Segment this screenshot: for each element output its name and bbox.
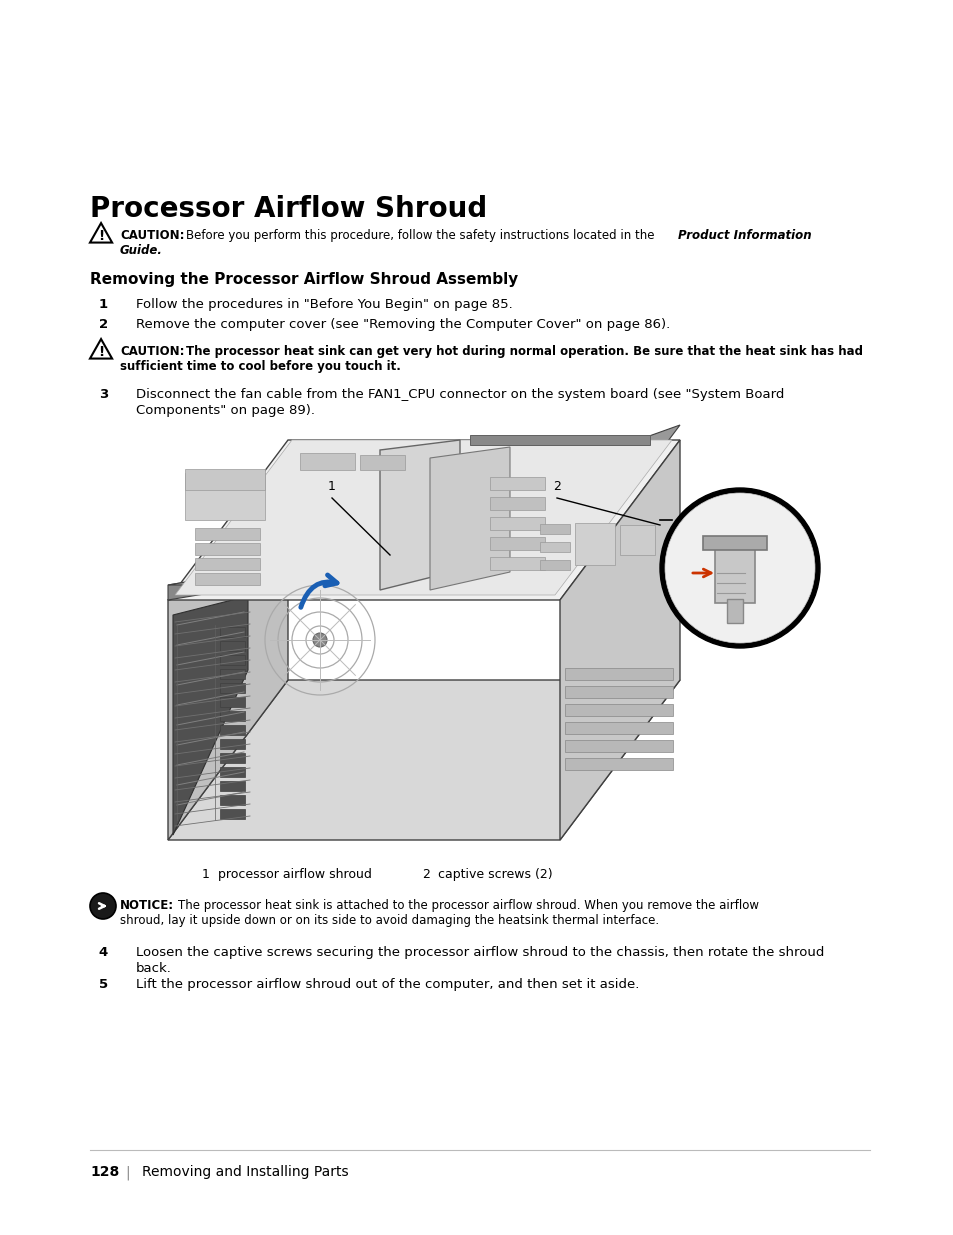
- Text: !: !: [98, 345, 104, 358]
- Polygon shape: [168, 440, 679, 600]
- Bar: [220, 725, 245, 735]
- Bar: [220, 739, 245, 748]
- Text: 128: 128: [90, 1165, 119, 1179]
- Bar: [194, 529, 260, 540]
- Text: Components" on page 89).: Components" on page 89).: [136, 404, 314, 417]
- Bar: [539, 524, 569, 534]
- Text: CAUTION:: CAUTION:: [120, 228, 184, 242]
- Bar: [220, 627, 245, 637]
- Text: Disconnect the fan cable from the FAN1_CPU connector on the system board (see "S: Disconnect the fan cable from the FAN1_C…: [136, 388, 783, 401]
- Text: processor airflow shroud: processor airflow shroud: [218, 868, 372, 881]
- Polygon shape: [470, 435, 649, 445]
- Bar: [185, 469, 265, 490]
- Bar: [220, 767, 245, 777]
- Text: Guide.: Guide.: [120, 245, 163, 257]
- Text: NOTICE:: NOTICE:: [120, 899, 174, 911]
- Text: shroud, lay it upside down or on its side to avoid damaging the heatsink thermal: shroud, lay it upside down or on its sid…: [120, 914, 659, 927]
- Bar: [490, 517, 544, 530]
- Bar: [359, 454, 405, 471]
- Bar: [619, 525, 655, 555]
- Bar: [490, 498, 544, 510]
- Bar: [539, 559, 569, 571]
- Polygon shape: [559, 440, 679, 840]
- Text: Removing and Installing Parts: Removing and Installing Parts: [142, 1165, 348, 1179]
- Bar: [575, 522, 615, 564]
- Bar: [220, 655, 245, 664]
- Text: Processor Airflow Shroud: Processor Airflow Shroud: [90, 195, 487, 224]
- Text: Before you perform this procedure, follow the safety instructions located in the: Before you perform this procedure, follo…: [186, 228, 658, 242]
- Bar: [220, 669, 245, 679]
- Bar: [185, 473, 265, 520]
- Circle shape: [90, 893, 116, 919]
- Bar: [220, 781, 245, 790]
- Text: sufficient time to cool before you touch it.: sufficient time to cool before you touch…: [120, 359, 400, 373]
- Bar: [490, 557, 544, 571]
- Bar: [490, 477, 544, 490]
- Bar: [564, 722, 672, 734]
- Bar: [299, 453, 355, 471]
- Text: 2: 2: [553, 480, 560, 493]
- Polygon shape: [172, 597, 248, 835]
- Polygon shape: [430, 447, 510, 590]
- Text: 1: 1: [328, 480, 335, 493]
- Circle shape: [313, 634, 327, 647]
- Text: The processor heat sink can get very hot during normal operation. Be sure that t: The processor heat sink can get very hot…: [186, 345, 862, 358]
- Text: Follow the procedures in "Before You Begin" on page 85.: Follow the procedures in "Before You Beg…: [136, 298, 512, 311]
- Text: 3: 3: [99, 388, 108, 401]
- Bar: [194, 558, 260, 571]
- Text: !: !: [98, 228, 104, 242]
- Polygon shape: [379, 440, 459, 590]
- Bar: [564, 685, 672, 698]
- Bar: [490, 537, 544, 550]
- Bar: [194, 543, 260, 555]
- Bar: [220, 795, 245, 805]
- Text: 2: 2: [421, 868, 430, 881]
- Polygon shape: [174, 440, 671, 595]
- Text: Lift the processor airflow shroud out of the computer, and then set it aside.: Lift the processor airflow shroud out of…: [136, 978, 639, 990]
- Polygon shape: [168, 564, 288, 600]
- Bar: [220, 641, 245, 651]
- Bar: [564, 740, 672, 752]
- Bar: [726, 599, 742, 622]
- Circle shape: [659, 488, 820, 648]
- Text: Product Information: Product Information: [678, 228, 811, 242]
- Bar: [564, 668, 672, 680]
- Bar: [220, 809, 245, 819]
- Polygon shape: [168, 580, 288, 840]
- Bar: [194, 573, 260, 585]
- Text: 1: 1: [99, 298, 108, 311]
- FancyArrowPatch shape: [300, 576, 336, 608]
- Text: Removing the Processor Airflow Shroud Assembly: Removing the Processor Airflow Shroud As…: [90, 272, 517, 287]
- Circle shape: [664, 493, 814, 643]
- Text: 1: 1: [202, 868, 210, 881]
- Text: Remove the computer cover (see "Removing the Computer Cover" on page 86).: Remove the computer cover (see "Removing…: [136, 317, 670, 331]
- Polygon shape: [168, 680, 679, 840]
- Text: 2: 2: [99, 317, 108, 331]
- Text: captive screws (2): captive screws (2): [437, 868, 552, 881]
- Bar: [564, 758, 672, 769]
- Bar: [220, 753, 245, 763]
- Polygon shape: [168, 425, 679, 585]
- Text: CAUTION:: CAUTION:: [120, 345, 184, 358]
- Bar: [220, 683, 245, 693]
- Text: |: |: [125, 1165, 130, 1179]
- Text: back.: back.: [136, 962, 172, 974]
- Text: The processor heat sink is attached to the processor airflow shroud. When you re: The processor heat sink is attached to t…: [178, 899, 759, 911]
- Bar: [702, 536, 766, 550]
- Bar: [564, 704, 672, 716]
- Bar: [539, 542, 569, 552]
- Text: 5: 5: [99, 978, 108, 990]
- Bar: [714, 548, 754, 603]
- Text: Loosen the captive screws securing the processor airflow shroud to the chassis, : Loosen the captive screws securing the p…: [136, 946, 823, 960]
- Bar: [220, 697, 245, 706]
- Text: 4: 4: [99, 946, 108, 960]
- Bar: [220, 711, 245, 721]
